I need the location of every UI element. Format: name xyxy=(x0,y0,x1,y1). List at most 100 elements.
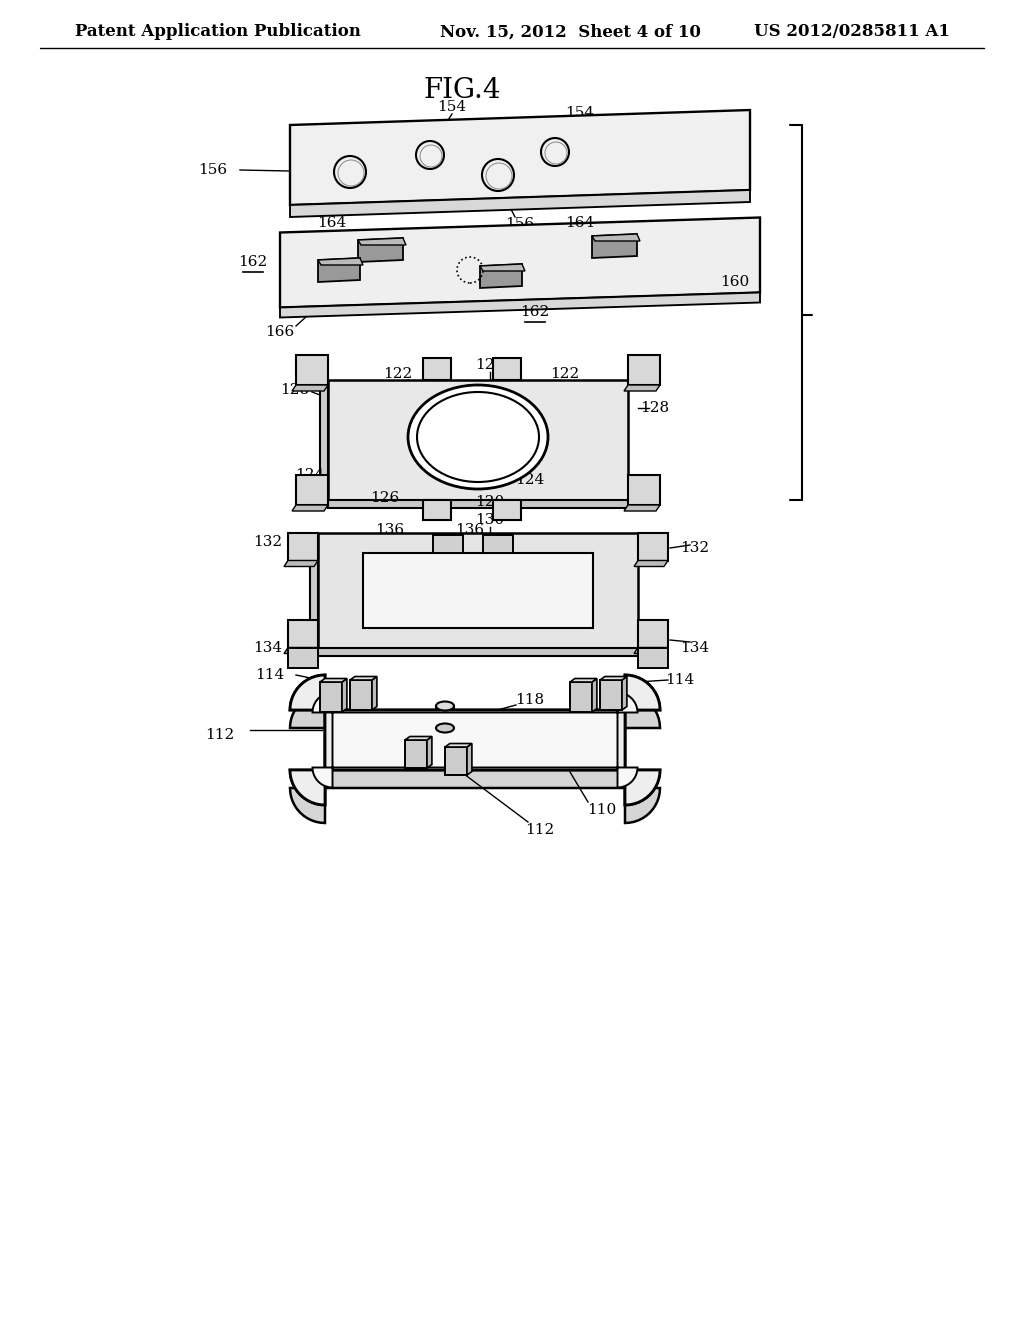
Text: 126: 126 xyxy=(371,491,399,506)
Polygon shape xyxy=(290,190,750,216)
Polygon shape xyxy=(358,238,406,246)
Polygon shape xyxy=(310,532,318,656)
Polygon shape xyxy=(423,500,451,520)
Polygon shape xyxy=(290,675,660,805)
Text: 164: 164 xyxy=(317,216,347,230)
Polygon shape xyxy=(493,358,521,380)
Polygon shape xyxy=(284,648,318,653)
Text: 132: 132 xyxy=(680,541,710,554)
Polygon shape xyxy=(480,264,525,271)
Polygon shape xyxy=(290,693,660,822)
Polygon shape xyxy=(290,110,750,205)
Ellipse shape xyxy=(436,723,454,733)
Polygon shape xyxy=(318,648,638,656)
Polygon shape xyxy=(358,238,403,261)
Polygon shape xyxy=(284,561,318,566)
Text: 114: 114 xyxy=(666,673,694,686)
Polygon shape xyxy=(634,648,668,653)
Polygon shape xyxy=(319,678,347,682)
Text: US 2012/0285811 A1: US 2012/0285811 A1 xyxy=(754,24,950,41)
Polygon shape xyxy=(292,385,328,391)
Polygon shape xyxy=(288,648,318,668)
Polygon shape xyxy=(318,532,638,648)
Polygon shape xyxy=(312,693,638,788)
Polygon shape xyxy=(433,535,463,553)
Text: 156: 156 xyxy=(199,162,227,177)
Polygon shape xyxy=(638,619,668,648)
Polygon shape xyxy=(350,680,372,710)
Text: FIG.4: FIG.4 xyxy=(423,77,501,103)
Text: 154: 154 xyxy=(437,100,467,114)
Polygon shape xyxy=(638,532,668,561)
Polygon shape xyxy=(280,293,760,318)
Polygon shape xyxy=(622,676,627,710)
Text: Patent Application Publication: Patent Application Publication xyxy=(75,24,360,41)
Polygon shape xyxy=(319,682,342,711)
Polygon shape xyxy=(288,532,318,561)
Text: 154: 154 xyxy=(565,106,595,120)
Text: 166: 166 xyxy=(265,325,295,339)
Text: 160: 160 xyxy=(720,275,750,289)
Text: 120: 120 xyxy=(475,358,505,372)
Text: Nov. 15, 2012  Sheet 4 of 10: Nov. 15, 2012 Sheet 4 of 10 xyxy=(440,24,700,41)
Text: 128: 128 xyxy=(640,401,670,414)
Polygon shape xyxy=(634,561,668,566)
Polygon shape xyxy=(624,385,660,391)
Polygon shape xyxy=(290,675,660,805)
Polygon shape xyxy=(372,676,377,710)
Polygon shape xyxy=(638,648,668,668)
Polygon shape xyxy=(467,743,472,775)
Polygon shape xyxy=(342,678,347,711)
Text: 136: 136 xyxy=(456,523,484,537)
Polygon shape xyxy=(570,682,592,711)
Text: 128: 128 xyxy=(281,383,309,397)
Text: 124: 124 xyxy=(295,469,325,482)
Text: 120: 120 xyxy=(475,495,505,510)
Text: 124: 124 xyxy=(515,473,545,487)
Text: 130: 130 xyxy=(475,513,505,527)
Polygon shape xyxy=(406,737,432,741)
Polygon shape xyxy=(296,355,328,385)
Text: 132: 132 xyxy=(253,535,283,549)
Polygon shape xyxy=(292,506,328,511)
Polygon shape xyxy=(445,747,467,775)
Polygon shape xyxy=(318,257,362,265)
Ellipse shape xyxy=(408,385,548,488)
Polygon shape xyxy=(362,553,593,627)
Text: 122: 122 xyxy=(383,367,413,381)
Text: 114: 114 xyxy=(255,668,285,682)
Polygon shape xyxy=(350,676,377,680)
Polygon shape xyxy=(280,218,760,308)
Text: 112: 112 xyxy=(206,729,234,742)
Polygon shape xyxy=(628,475,660,506)
Polygon shape xyxy=(592,678,597,711)
Ellipse shape xyxy=(436,701,454,710)
Polygon shape xyxy=(318,257,360,282)
Polygon shape xyxy=(592,234,637,257)
Polygon shape xyxy=(493,500,521,520)
Polygon shape xyxy=(406,741,427,768)
Text: 162: 162 xyxy=(520,305,550,319)
Text: 122: 122 xyxy=(550,367,580,381)
Polygon shape xyxy=(480,264,522,288)
Polygon shape xyxy=(328,500,628,508)
Text: 112: 112 xyxy=(525,822,555,837)
Polygon shape xyxy=(570,678,597,682)
Text: 118: 118 xyxy=(515,693,545,708)
Polygon shape xyxy=(288,619,318,648)
Text: 156: 156 xyxy=(506,216,535,231)
Polygon shape xyxy=(483,535,513,553)
Text: 170: 170 xyxy=(642,168,672,182)
Text: 136: 136 xyxy=(376,523,404,537)
Text: 110: 110 xyxy=(588,803,616,817)
Text: 134: 134 xyxy=(253,642,283,655)
Polygon shape xyxy=(628,355,660,385)
Polygon shape xyxy=(592,234,640,242)
Polygon shape xyxy=(445,743,472,747)
Polygon shape xyxy=(423,358,451,380)
Polygon shape xyxy=(600,680,622,710)
Polygon shape xyxy=(427,737,432,768)
Text: 164: 164 xyxy=(565,216,595,230)
Polygon shape xyxy=(296,475,328,506)
Polygon shape xyxy=(319,380,328,508)
